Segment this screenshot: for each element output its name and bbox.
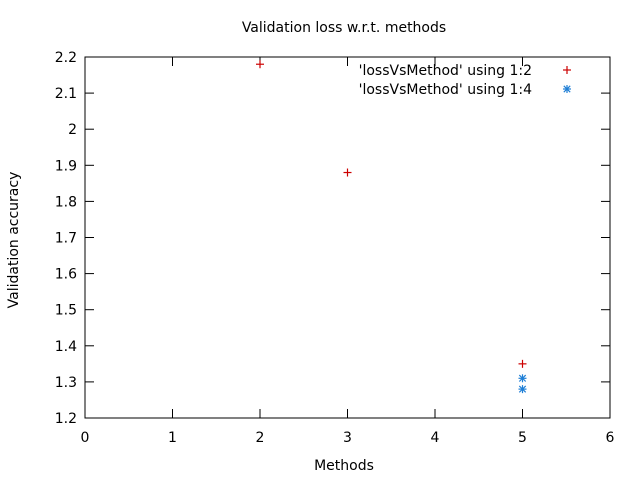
y-tick-label: 1.4 <box>55 339 77 355</box>
legend-marker-series-1 <box>563 66 571 74</box>
x-tick-label: 4 <box>431 430 440 446</box>
y-tick-label: 1.5 <box>55 303 77 319</box>
y-tick-label: 1.3 <box>55 375 77 391</box>
x-tick-label: 5 <box>518 430 527 446</box>
y-tick-label: 2.2 <box>55 50 77 66</box>
legend: 'lossVsMethod' using 1:2 'lossVsMethod' u… <box>359 63 571 98</box>
plot-frame <box>84 56 611 419</box>
legend-marker-series-2 <box>563 85 571 93</box>
x-tick-label: 1 <box>168 430 177 446</box>
data-point-series-2 <box>518 374 527 383</box>
y-tick-label: 1.9 <box>55 158 77 174</box>
data-point-series-1 <box>518 359 527 368</box>
x-tick-label: 2 <box>256 430 265 446</box>
x-tick-label: 3 <box>343 430 352 446</box>
x-tick-label: 6 <box>606 430 615 446</box>
x-axis-label: Methods <box>314 458 374 474</box>
y-tick-label: 1.6 <box>55 267 77 283</box>
y-tick-label: 2.1 <box>55 86 77 102</box>
y-tick-label: 2 <box>68 122 77 138</box>
legend-label: 'lossVsMethod' using 1:2 <box>359 63 532 79</box>
chart-title: Validation loss w.r.t. methods <box>242 20 446 36</box>
y-tick-label: 1.7 <box>55 231 77 247</box>
y-ticks: 1.2 1.3 1.4 1.5 1.6 1.7 1.8 1.9 2 2.1 2.2 <box>55 50 610 427</box>
data-point-series-2 <box>518 385 527 394</box>
points-layer <box>256 60 527 394</box>
y-tick-label: 1.8 <box>55 194 77 210</box>
y-axis-label: Validation accuracy <box>6 172 22 309</box>
x-tick-label: 0 <box>81 430 90 446</box>
data-point-series-1 <box>256 60 264 69</box>
legend-label: 'lossVsMethod' using 1:4 <box>359 82 532 98</box>
x-ticks: 0 1 2 3 4 5 6 <box>81 57 615 446</box>
data-point-series-1 <box>343 168 352 177</box>
y-tick-label: 1.2 <box>55 411 77 427</box>
